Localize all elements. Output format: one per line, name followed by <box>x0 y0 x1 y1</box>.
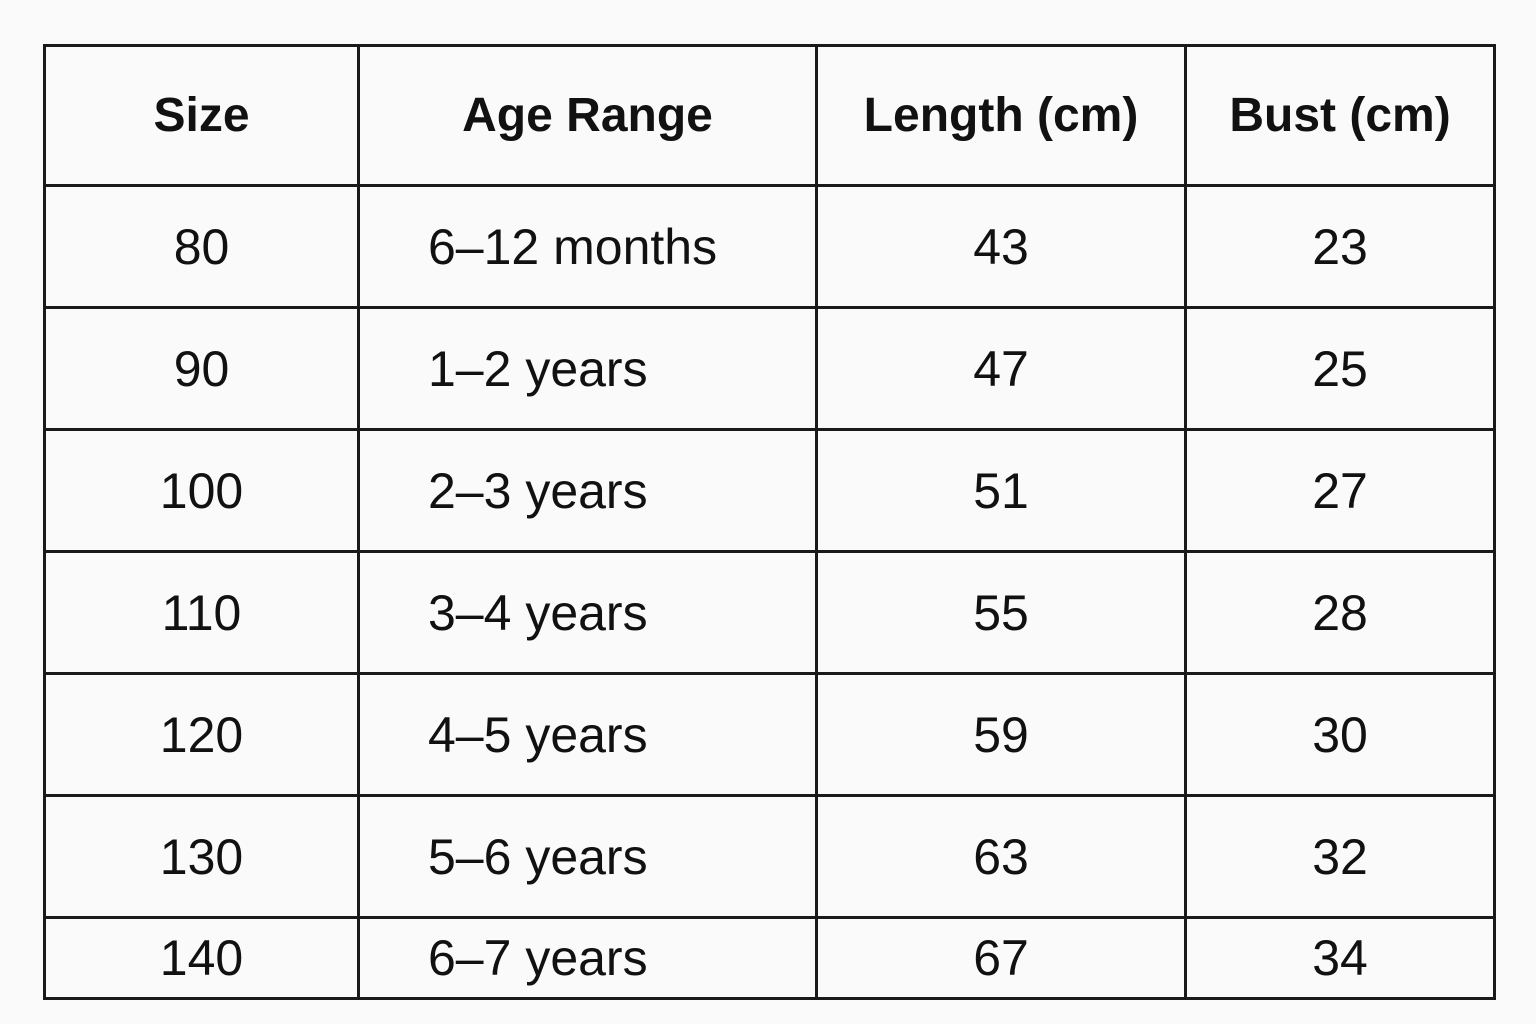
table-cell: 140 <box>43 916 360 1000</box>
table-cell: 63 <box>815 794 1187 919</box>
table-row: 130 5–6 years 63 32 <box>43 794 1496 919</box>
table-cell: 4–5 years <box>357 672 818 797</box>
table-cell: 5–6 years <box>357 794 818 919</box>
header-cell: Length (cm) <box>815 44 1187 187</box>
table-cell: 55 <box>815 550 1187 675</box>
table-row: 140 6–7 years 67 34 <box>43 916 1496 1000</box>
table-cell: 43 <box>815 184 1187 309</box>
header-cell: Age Range <box>357 44 818 187</box>
table-row: 110 3–4 years 55 28 <box>43 550 1496 675</box>
table-cell: 3–4 years <box>357 550 818 675</box>
table-body: 80 6–12 months 43 23 90 1–2 years 47 25 100 2–3 y… <box>43 184 1496 1000</box>
table-cell: 80 <box>43 184 360 309</box>
table-row: 100 2–3 years 51 27 <box>43 428 1496 553</box>
table-cell: 6–12 months <box>357 184 818 309</box>
table-cell: 67 <box>815 916 1187 1000</box>
table-row: 120 4–5 years 59 30 <box>43 672 1496 797</box>
table-row: 80 6–12 months 43 23 <box>43 184 1496 309</box>
table-cell: 25 <box>1184 306 1496 431</box>
header-row: Size Age Range Length (cm) Bust (cm) <box>43 44 1496 187</box>
table-cell: 110 <box>43 550 360 675</box>
table-cell: 120 <box>43 672 360 797</box>
table-cell: 100 <box>43 428 360 553</box>
table-cell: 34 <box>1184 916 1496 1000</box>
table-cell: 51 <box>815 428 1187 553</box>
table-cell: 23 <box>1184 184 1496 309</box>
table-cell: 32 <box>1184 794 1496 919</box>
table-cell: 59 <box>815 672 1187 797</box>
table-cell: 30 <box>1184 672 1496 797</box>
header-cell: Size <box>43 44 360 187</box>
header-cell: Bust (cm) <box>1184 44 1496 187</box>
table-cell: 47 <box>815 306 1187 431</box>
table-cell: 2–3 years <box>357 428 818 553</box>
table-cell: 90 <box>43 306 360 431</box>
table-cell: 28 <box>1184 550 1496 675</box>
table-cell: 6–7 years <box>357 916 818 1000</box>
table-row: 90 1–2 years 47 25 <box>43 306 1496 431</box>
size-table: Size Age Range Length (cm) Bust (cm) 80 6–12… <box>43 44 1496 1000</box>
table-cell: 1–2 years <box>357 306 818 431</box>
table-cell: 130 <box>43 794 360 919</box>
table-cell: 27 <box>1184 428 1496 553</box>
